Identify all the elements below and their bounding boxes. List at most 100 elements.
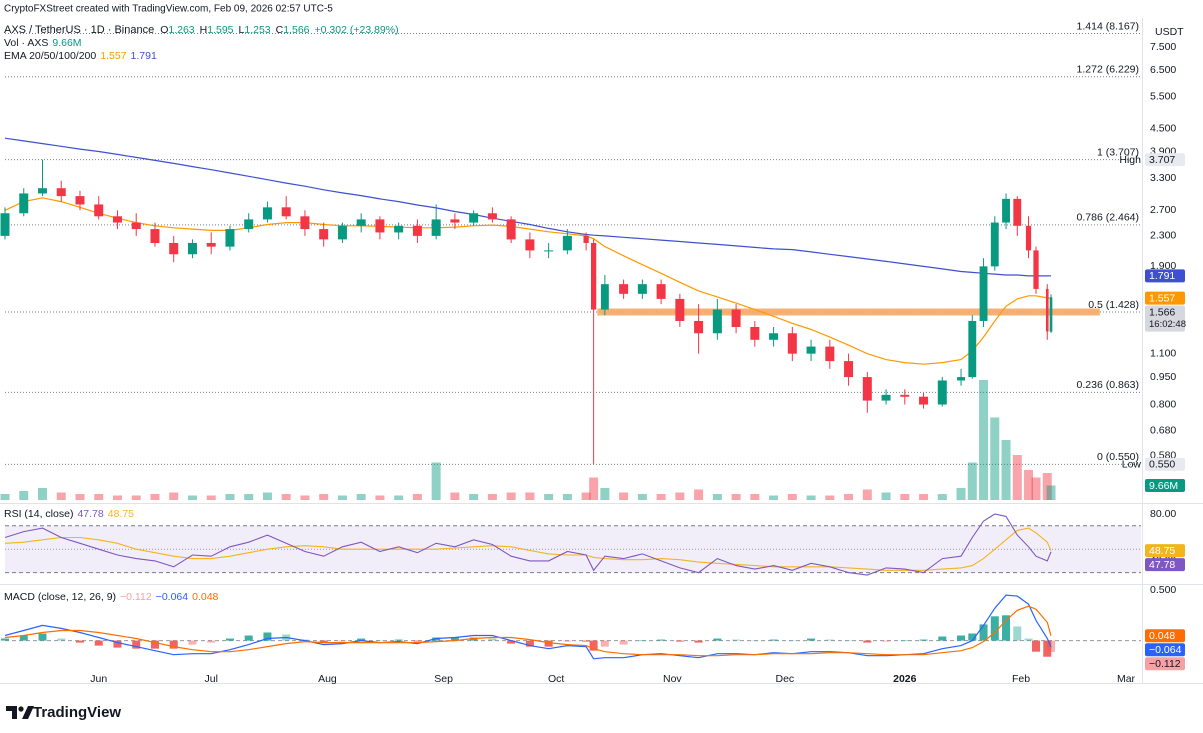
macd-histogram-bar bbox=[788, 640, 797, 642]
candle-body bbox=[450, 219, 460, 223]
ohlc-label: L bbox=[239, 24, 245, 36]
macd-histogram-bar bbox=[525, 640, 534, 647]
macd-legend: MACD (close, 12, 26, 9) −0.112 −0.064 0.048 bbox=[4, 591, 219, 603]
candle-body bbox=[562, 235, 572, 251]
volume-bar bbox=[506, 492, 516, 500]
candle-body bbox=[590, 242, 597, 310]
macd-tag: −0.112 bbox=[1149, 658, 1181, 670]
countdown: 16:02:48 bbox=[1149, 319, 1186, 330]
x-tick-label: Jul bbox=[204, 673, 217, 685]
candle-body bbox=[656, 284, 666, 299]
ema-tag: 1.791 bbox=[1149, 270, 1175, 282]
candle-body bbox=[1049, 297, 1053, 332]
volume-bar bbox=[187, 495, 197, 500]
volume-bar bbox=[600, 488, 610, 500]
rsi-value: 48.75 bbox=[108, 508, 134, 520]
rsi-line bbox=[4, 527, 1052, 571]
high-tag bbox=[1145, 153, 1185, 167]
volume-bar bbox=[300, 495, 310, 500]
x-tick-label: Aug bbox=[318, 673, 337, 685]
rsi-tag-box bbox=[1145, 544, 1185, 558]
volume-bar bbox=[581, 492, 591, 500]
volume-bar bbox=[169, 492, 179, 500]
macd-histogram-bar bbox=[113, 640, 122, 648]
rsi-legend: RSI (14, close) 47.78 48.75 bbox=[4, 508, 134, 520]
volume-bar bbox=[450, 492, 460, 500]
currency: USDT bbox=[1155, 26, 1184, 38]
candle-body bbox=[769, 333, 779, 340]
candle-body bbox=[1013, 198, 1022, 226]
volume-bar bbox=[281, 494, 291, 500]
macd-histogram-bar bbox=[844, 640, 853, 642]
macd-tag-box bbox=[1145, 657, 1185, 671]
macd-histogram-bar bbox=[675, 640, 684, 642]
y-tick-label: 4.500 bbox=[1150, 122, 1176, 134]
macd-histogram-bar bbox=[207, 640, 216, 643]
volume-bar bbox=[131, 495, 141, 500]
volume-bar bbox=[19, 491, 29, 500]
volume-tag-box bbox=[1145, 479, 1185, 493]
macd-line bbox=[4, 594, 1052, 660]
y-tick-label: 0.950 bbox=[1150, 371, 1176, 383]
volume-bar bbox=[562, 494, 572, 500]
macd-histogram-bar bbox=[188, 640, 197, 645]
y-tick-label: 7.500 bbox=[1150, 41, 1176, 53]
support-zone bbox=[597, 308, 1100, 316]
fib-label: 0 (0.550) bbox=[1097, 451, 1139, 463]
symbol-legend: AXS / TetherUS · 1D · Binance O1.263 H1.59… bbox=[4, 24, 399, 36]
macd-histogram-bar bbox=[713, 638, 722, 641]
volume-bar bbox=[990, 417, 1000, 500]
macd-tag: 0.048 bbox=[1149, 630, 1175, 642]
candle-body bbox=[1033, 250, 1039, 289]
candle-body bbox=[356, 219, 366, 226]
x-tick-label: Oct bbox=[548, 673, 564, 685]
volume-bar bbox=[787, 494, 797, 500]
candle-body bbox=[412, 225, 422, 236]
volume-bar bbox=[694, 489, 704, 500]
x-tick-label: Feb bbox=[1012, 673, 1030, 685]
macd-histogram-bar bbox=[38, 633, 47, 641]
volume-bar bbox=[900, 494, 910, 500]
ohlc-value: 1.263 bbox=[168, 24, 194, 36]
volume-bar bbox=[712, 494, 722, 500]
price-value: 1.566 bbox=[1149, 306, 1175, 318]
candle-body bbox=[968, 320, 977, 378]
fib-label: 1.414 (8.167) bbox=[1077, 20, 1139, 32]
macd-histogram-bar bbox=[807, 638, 816, 641]
candle-body bbox=[150, 229, 160, 243]
candle-body bbox=[1025, 225, 1032, 251]
logo-dot bbox=[18, 706, 24, 712]
symbol: AXS / TetherUS · 1D · Binance bbox=[4, 24, 154, 36]
x-tick-label: Jun bbox=[90, 673, 107, 685]
candle-body bbox=[187, 242, 197, 255]
volume-bar bbox=[862, 489, 872, 500]
volume-bar bbox=[356, 494, 366, 500]
volume-bar bbox=[1001, 440, 1011, 500]
candle-body bbox=[675, 298, 685, 321]
fib-label: 1.272 (6.229) bbox=[1077, 64, 1139, 76]
y-tick-label: 2.700 bbox=[1150, 204, 1176, 216]
volume-bar bbox=[94, 494, 104, 500]
macd-histogram-bar bbox=[75, 640, 84, 643]
volume-bar bbox=[637, 494, 647, 500]
macd-histogram-bar bbox=[1, 638, 9, 641]
ohlc-value: 1.253 bbox=[244, 24, 270, 36]
macd-histogram-bar bbox=[394, 639, 403, 641]
macd-tag: −0.064 bbox=[1149, 644, 1182, 656]
macd-histogram-bar bbox=[319, 640, 328, 643]
ema-legend: EMA 20/50/100/200 1.557 1.791 bbox=[4, 50, 157, 62]
rsi-line bbox=[4, 513, 1052, 576]
x-tick-label: Dec bbox=[775, 673, 794, 685]
candle-body bbox=[619, 284, 629, 294]
candle-body bbox=[937, 380, 947, 405]
macd-histogram-bar bbox=[94, 640, 103, 646]
low-label: Low bbox=[1122, 459, 1142, 471]
candle-body bbox=[506, 219, 516, 240]
volume-bar bbox=[1012, 455, 1022, 500]
volume-bar bbox=[956, 488, 966, 500]
candle-body bbox=[262, 207, 272, 220]
macd-tag-box bbox=[1145, 629, 1185, 643]
y-tick-label: 0.800 bbox=[1150, 398, 1176, 410]
